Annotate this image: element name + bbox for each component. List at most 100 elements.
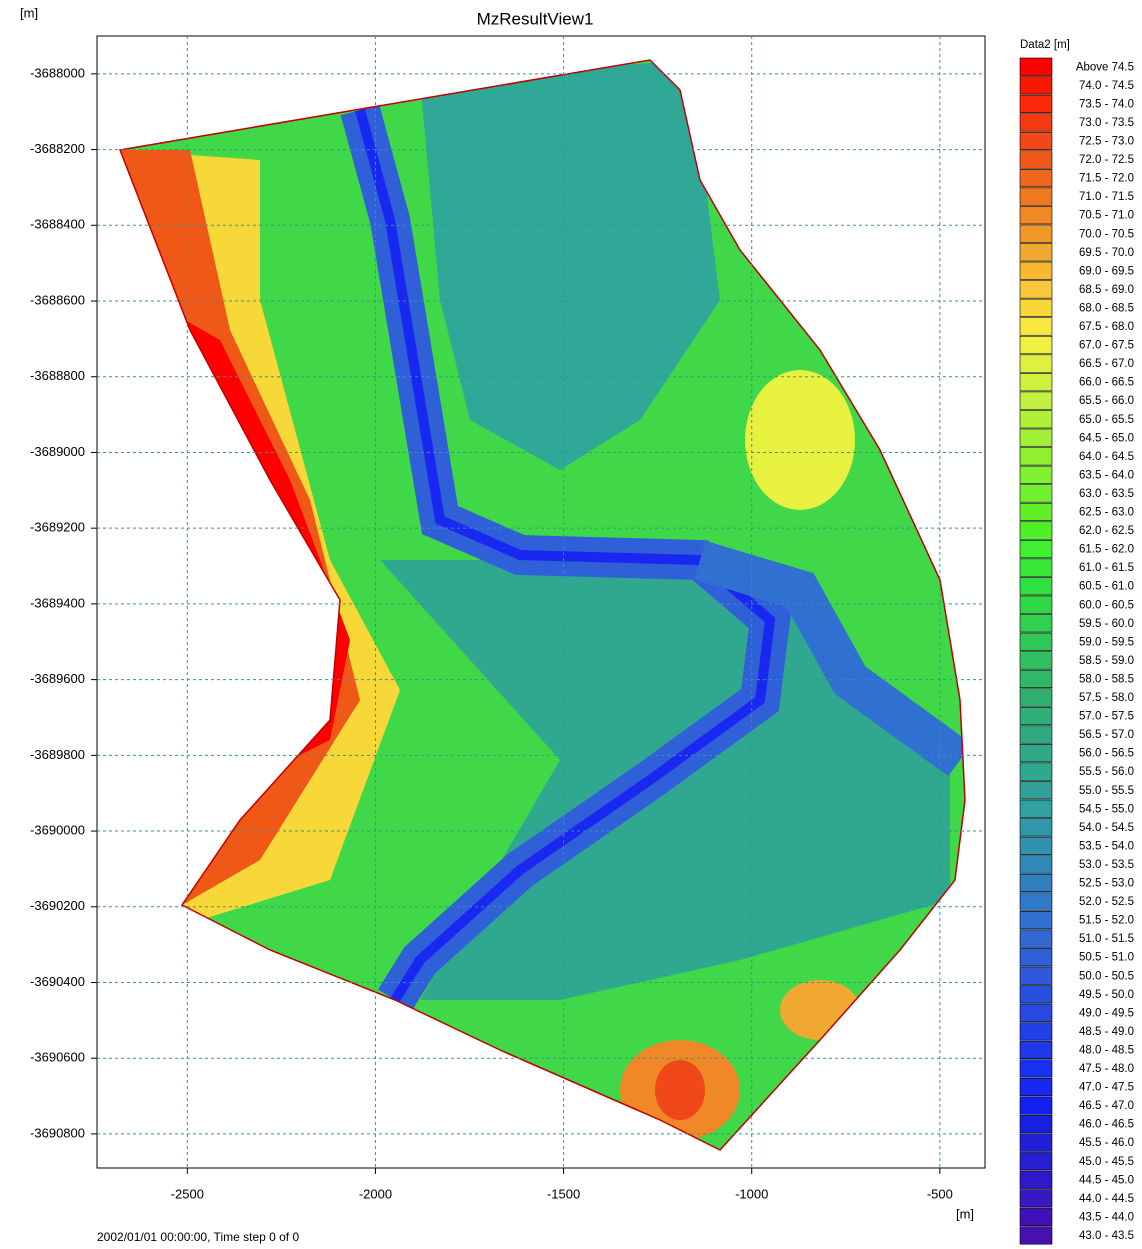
- y-tick-label: -3689800: [30, 747, 85, 762]
- legend-swatch: [1020, 837, 1052, 855]
- legend-swatch: [1020, 819, 1052, 837]
- legend-label: 61.5 - 62.0: [1079, 544, 1134, 556]
- legend-label: 61.0 - 61.5: [1079, 562, 1134, 574]
- legend-swatch: [1020, 856, 1052, 874]
- legend-label: 71.5 - 72.0: [1079, 173, 1134, 185]
- legend-swatch: [1020, 503, 1052, 521]
- x-tick-label: -2000: [359, 1186, 392, 1201]
- legend-swatch: [1020, 188, 1052, 206]
- legend-label: 65.0 - 65.5: [1079, 414, 1134, 426]
- x-tick-label: -1000: [735, 1186, 768, 1201]
- legend-swatch: [1020, 206, 1052, 224]
- legend-swatch: [1020, 800, 1052, 818]
- legend-label: 44.5 - 45.0: [1079, 1174, 1134, 1186]
- legend-swatch: [1020, 726, 1052, 744]
- legend-label: 62.0 - 62.5: [1079, 525, 1134, 537]
- legend-swatch: [1020, 670, 1052, 688]
- legend-label: 67.5 - 68.0: [1079, 321, 1134, 333]
- y-tick-label: -3688400: [30, 217, 85, 232]
- legend-label: 58.5 - 59.0: [1079, 655, 1134, 667]
- legend-label: 45.5 - 46.0: [1079, 1137, 1134, 1149]
- legend-swatch: [1020, 1190, 1052, 1208]
- legend-swatch: [1020, 689, 1052, 707]
- y-tick-label: -3689400: [30, 595, 85, 610]
- legend-swatch: [1020, 948, 1052, 966]
- legend-label: 45.0 - 45.5: [1079, 1156, 1134, 1168]
- legend-label: 65.5 - 66.0: [1079, 395, 1134, 407]
- legend-swatch: [1020, 1041, 1052, 1059]
- legend-swatch: [1020, 781, 1052, 799]
- legend-swatch: [1020, 77, 1052, 95]
- legend-swatch: [1020, 1134, 1052, 1152]
- legend-label: 46.5 - 47.0: [1079, 1100, 1134, 1112]
- legend-label: 66.5 - 67.0: [1079, 358, 1134, 370]
- legend-label: 53.5 - 54.0: [1079, 840, 1134, 852]
- legend-label: 50.5 - 51.0: [1079, 952, 1134, 964]
- legend-swatch: [1020, 874, 1052, 892]
- legend-swatch: [1020, 522, 1052, 540]
- legend-swatch: [1020, 95, 1052, 113]
- legend-label: 69.5 - 70.0: [1079, 247, 1134, 259]
- legend-swatch: [1020, 911, 1052, 929]
- legend-label: 56.5 - 57.0: [1079, 729, 1134, 741]
- legend-swatch: [1020, 1078, 1052, 1096]
- y-axis-unit: [m]: [20, 5, 38, 20]
- legend-swatch: [1020, 1208, 1052, 1226]
- legend-label: 64.5 - 65.0: [1079, 432, 1134, 444]
- x-tick-label: -2500: [171, 1186, 204, 1201]
- legend-label: 59.5 - 60.0: [1079, 618, 1134, 630]
- legend-swatch: [1020, 986, 1052, 1004]
- legend-swatch: [1020, 1171, 1052, 1189]
- x-tick-label: -1500: [547, 1186, 580, 1201]
- x-tick-label: -500: [927, 1186, 953, 1201]
- y-tick-label: -3688200: [30, 141, 85, 156]
- y-tick-label: -3690200: [30, 898, 85, 913]
- legend-label: 63.5 - 64.0: [1079, 469, 1134, 481]
- legend-label: 72.5 - 73.0: [1079, 136, 1134, 148]
- legend-label: 67.0 - 67.5: [1079, 340, 1134, 352]
- legend-label: 70.0 - 70.5: [1079, 228, 1134, 240]
- y-tick-label: -3689200: [30, 520, 85, 535]
- chart-title: MzResultView1: [477, 9, 594, 28]
- legend-label: 59.0 - 59.5: [1079, 636, 1134, 648]
- legend-label: 74.0 - 74.5: [1079, 80, 1134, 92]
- legend-swatch: [1020, 893, 1052, 911]
- legend-swatch: [1020, 559, 1052, 577]
- legend-swatch: [1020, 633, 1052, 651]
- y-tick-label: -3690800: [30, 1125, 85, 1140]
- legend-swatch: [1020, 281, 1052, 299]
- legend-label: 62.5 - 63.0: [1079, 507, 1134, 519]
- legend-swatch: [1020, 262, 1052, 280]
- legend-swatch: [1020, 58, 1052, 76]
- legend-swatch: [1020, 373, 1052, 391]
- legend-label: 73.5 - 74.0: [1079, 98, 1134, 110]
- legend-label: 50.0 - 50.5: [1079, 970, 1134, 982]
- legend-label: 54.5 - 55.0: [1079, 803, 1134, 815]
- legend-label: 64.0 - 64.5: [1079, 451, 1134, 463]
- legend-swatch: [1020, 114, 1052, 132]
- legend-swatch: [1020, 763, 1052, 781]
- y-tick-label: -3690000: [30, 822, 85, 837]
- legend-swatch: [1020, 448, 1052, 466]
- legend-label: 47.5 - 48.0: [1079, 1063, 1134, 1075]
- legend-swatch: [1020, 1097, 1052, 1115]
- y-tick-label: -3689000: [30, 444, 85, 459]
- legend-label: 51.5 - 52.0: [1079, 915, 1134, 927]
- legend-swatch: [1020, 707, 1052, 725]
- legend-label: 48.5 - 49.0: [1079, 1026, 1134, 1038]
- legend-label: 49.0 - 49.5: [1079, 1007, 1134, 1019]
- legend-swatch: [1020, 1227, 1052, 1245]
- legend-swatch: [1020, 299, 1052, 317]
- legend-label: 60.5 - 61.0: [1079, 581, 1134, 593]
- x-axis-unit: [m]: [956, 1206, 974, 1221]
- legend-swatch: [1020, 577, 1052, 595]
- legend-label: 44.0 - 44.5: [1079, 1193, 1134, 1205]
- legend-label: 52.0 - 52.5: [1079, 896, 1134, 908]
- legend-swatch: [1020, 485, 1052, 503]
- legend-swatch: [1020, 1115, 1052, 1133]
- legend-swatch: [1020, 930, 1052, 948]
- legend-swatch: [1020, 132, 1052, 150]
- legend-label: 52.5 - 53.0: [1079, 878, 1134, 890]
- legend-swatch: [1020, 318, 1052, 336]
- legend-swatch: [1020, 1004, 1052, 1022]
